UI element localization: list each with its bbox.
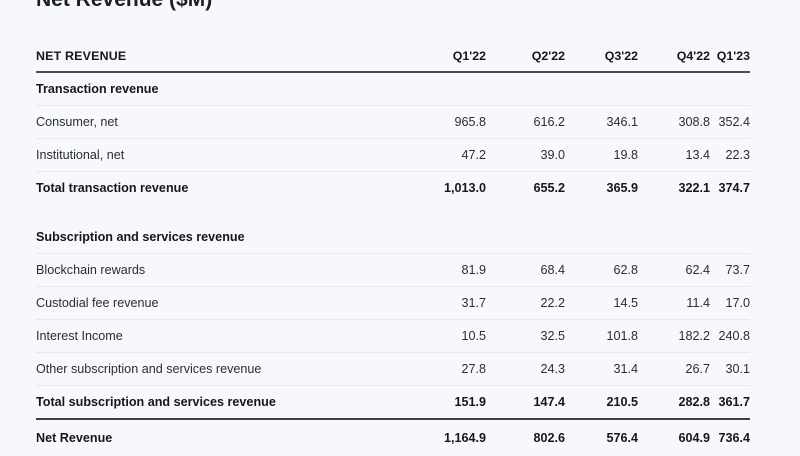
total-row: Total transaction revenue 1,013.0 655.2 … (36, 172, 750, 205)
cell-value: 346.1 (565, 105, 638, 139)
cell-value: 31.7 (414, 286, 486, 320)
section-heading-transaction: Transaction revenue (36, 72, 750, 106)
section-heading-row: Transaction revenue (36, 72, 750, 106)
net-revenue-table: NET REVENUE Q1'22 Q2'22 Q3'22 Q4'22 Q1'2… (36, 40, 750, 456)
cell-value: 73.7 (710, 253, 750, 287)
cell-value: 616.2 (486, 105, 565, 139)
cell-value: 308.8 (638, 105, 710, 139)
grand-total-value: 1,164.9 (443, 431, 486, 445)
cell-value: 27.8 (414, 352, 486, 386)
row-label: Blockchain rewards (36, 253, 414, 287)
column-header-quarter: Q3'22 (565, 40, 638, 73)
table-row: Blockchain rewards 81.9 68.4 62.8 62.4 7… (36, 253, 750, 287)
total-value: 322.1 (678, 181, 710, 195)
cell-value: 352.4 (710, 105, 750, 139)
row-label: Interest Income (36, 319, 414, 353)
cell-value: 14.5 (565, 286, 638, 320)
row-label: Other subscription and services revenue (36, 352, 414, 386)
grand-total-label: Net Revenue (36, 431, 113, 445)
total-value: 210.5 (565, 385, 638, 420)
column-header-quarter: Q2'22 (486, 40, 565, 73)
section-heading-subscription: Subscription and services revenue (36, 220, 750, 254)
cell-value: 39.0 (486, 138, 565, 172)
grand-total-value: 576.4 (606, 431, 638, 445)
cell-value: 101.8 (565, 319, 638, 353)
cell-value: 30.1 (710, 352, 750, 386)
cell-value: 240.8 (710, 319, 750, 353)
table-row: Custodial fee revenue 31.7 22.2 14.5 11.… (36, 286, 750, 320)
page-title: Net Revenue ($M) (36, 0, 212, 12)
cell-value: 17.0 (710, 286, 750, 320)
cell-value: 47.2 (414, 138, 486, 172)
cell-value: 22.2 (486, 286, 565, 320)
total-value: 374.7 (718, 181, 750, 195)
table-row: Other subscription and services revenue … (36, 352, 750, 386)
cell-value: 31.4 (565, 352, 638, 386)
column-header-quarter: Q1'22 (414, 40, 486, 73)
total-value: 365.9 (606, 181, 638, 195)
section-heading-row: Subscription and services revenue (36, 220, 750, 254)
cell-value: 81.9 (414, 253, 486, 287)
cell-value: 182.2 (638, 319, 710, 353)
cell-value: 11.4 (638, 286, 710, 320)
total-value: 147.4 (486, 385, 565, 420)
cell-value: 965.8 (414, 105, 486, 139)
cell-value: 22.3 (710, 138, 750, 172)
column-header-quarter: Q4'22 (638, 40, 710, 73)
table-header-row: NET REVENUE Q1'22 Q2'22 Q3'22 Q4'22 Q1'2… (36, 40, 750, 73)
cell-value: 68.4 (486, 253, 565, 287)
grand-total-value: 736.4 (718, 431, 750, 445)
grand-total-value: 604.9 (678, 431, 710, 445)
total-label: Total subscription and services revenue (36, 385, 414, 420)
row-label: Custodial fee revenue (36, 286, 414, 320)
table-row: Consumer, net 965.8 616.2 346.1 308.8 35… (36, 105, 750, 139)
total-row: Total subscription and services revenue … (36, 385, 750, 420)
column-header-quarter: Q1'23 (710, 40, 750, 73)
cell-value: 24.3 (486, 352, 565, 386)
total-value: 655.2 (533, 181, 565, 195)
cell-value: 32.5 (486, 319, 565, 353)
spacer-row (36, 204, 750, 220)
row-label: Consumer, net (36, 105, 414, 139)
table-row: Interest Income 10.5 32.5 101.8 182.2 24… (36, 319, 750, 353)
total-value: 1,013.0 (443, 181, 486, 195)
row-label: Institutional, net (36, 138, 414, 172)
cell-value: 19.8 (565, 138, 638, 172)
cell-value: 10.5 (414, 319, 486, 353)
cell-value: 62.8 (565, 253, 638, 287)
cell-value: 62.4 (638, 253, 710, 287)
total-label: Total transaction revenue (36, 181, 189, 195)
cell-value: 13.4 (638, 138, 710, 172)
table-row: Institutional, net 47.2 39.0 19.8 13.4 2… (36, 138, 750, 172)
cell-value: 26.7 (638, 352, 710, 386)
grand-total-row: Net Revenue 1,164.9 802.6 576.4 604.9 73… (36, 419, 750, 456)
total-value: 361.7 (710, 385, 750, 420)
total-value: 282.8 (638, 385, 710, 420)
column-header-label: NET REVENUE (36, 40, 414, 73)
grand-total-value: 802.6 (533, 431, 565, 445)
total-value: 151.9 (414, 385, 486, 420)
